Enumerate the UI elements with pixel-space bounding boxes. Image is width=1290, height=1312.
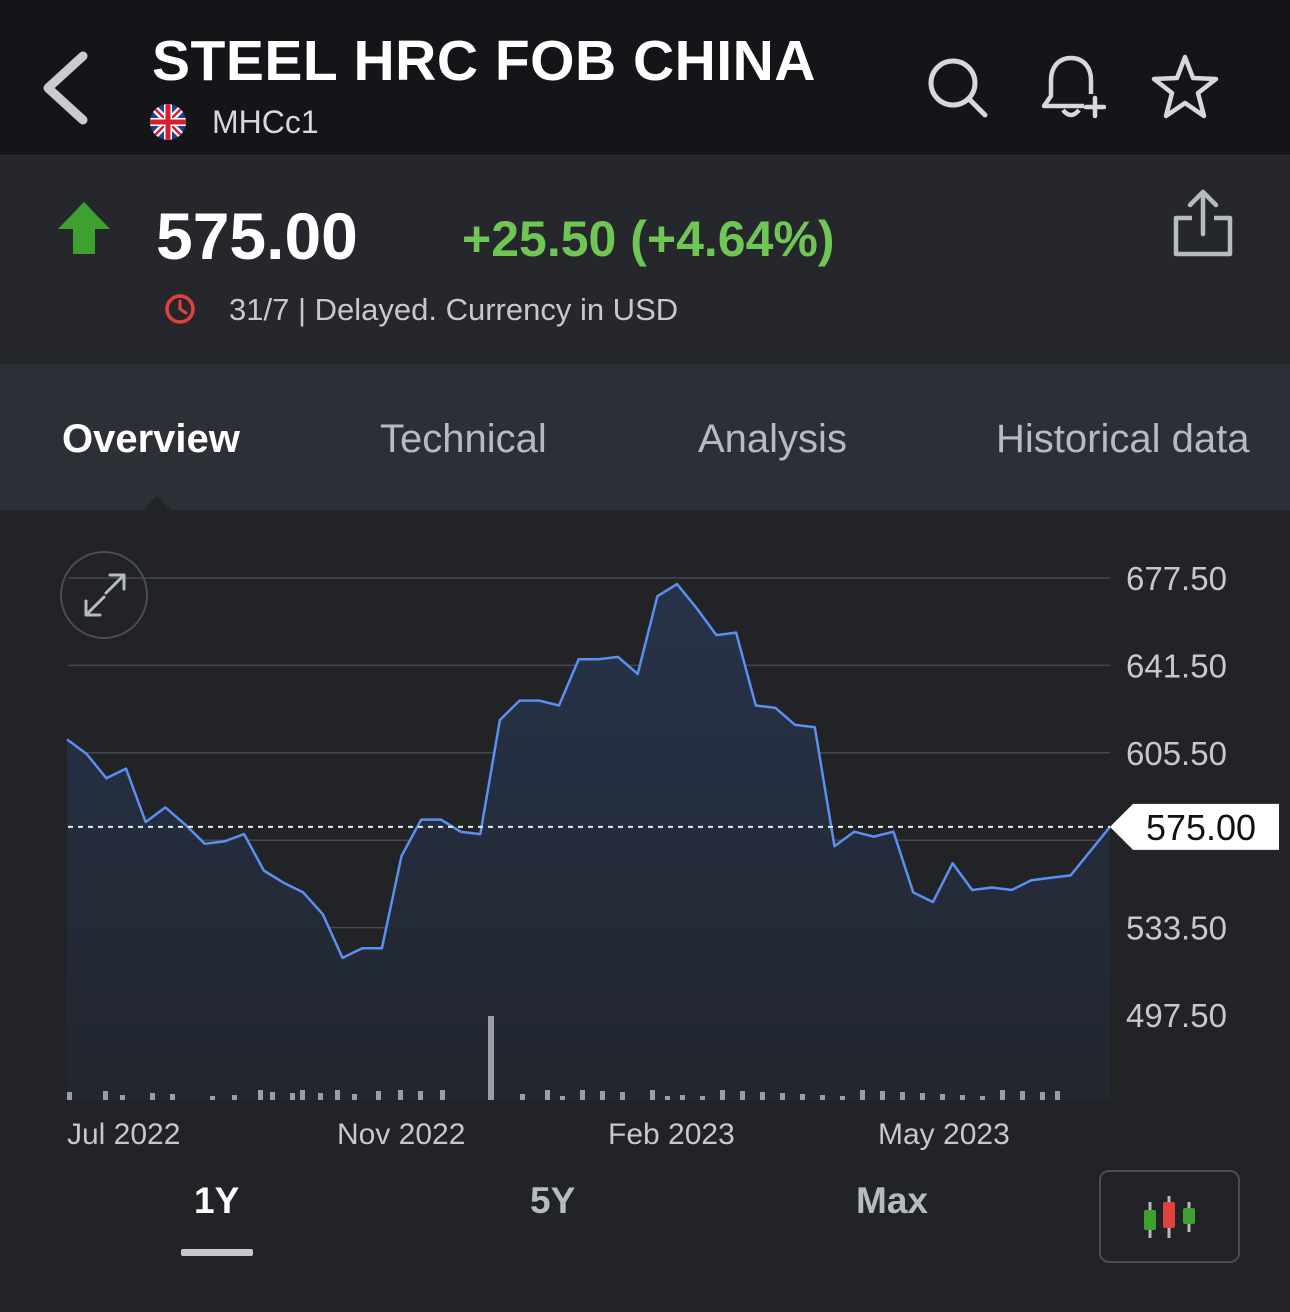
volume-bar	[620, 1092, 625, 1100]
volume-bar	[352, 1094, 357, 1100]
tab-bar: Overview Technical Analysis Historical d…	[0, 364, 1290, 510]
expand-chart-button[interactable]	[60, 551, 148, 639]
volume-bar	[376, 1091, 381, 1100]
volume-bar	[103, 1091, 108, 1100]
clock-icon	[165, 294, 195, 324]
tab-overview[interactable]: Overview	[62, 417, 240, 461]
volume-bar	[150, 1093, 155, 1100]
volume-bar	[720, 1090, 725, 1100]
volume-bar	[335, 1090, 340, 1100]
volume-bar	[600, 1091, 605, 1100]
volume-bar	[820, 1095, 825, 1100]
volume-bar	[580, 1090, 585, 1100]
range-max[interactable]: Max	[856, 1180, 928, 1221]
instrument-subtitle: MHCc1	[150, 102, 319, 142]
y-tick-label: 497.50	[1126, 997, 1227, 1034]
x-tick-label: May 2023	[878, 1118, 1010, 1151]
volume-bar	[760, 1092, 765, 1100]
price-line	[66, 582, 1111, 960]
volume-bar	[67, 1092, 72, 1100]
volume-bar	[270, 1092, 275, 1100]
volume-bar	[488, 1016, 494, 1100]
volume-bar	[1020, 1091, 1025, 1100]
uk-flag-icon	[150, 104, 186, 140]
volume-bar	[290, 1093, 295, 1100]
volume-bar	[440, 1090, 445, 1100]
volume-bar	[700, 1096, 705, 1100]
volume-bar	[940, 1094, 945, 1100]
back-arrow-icon[interactable]	[38, 48, 98, 128]
tab-analysis[interactable]: Analysis	[698, 417, 847, 461]
volume-bar	[258, 1090, 263, 1100]
active-tab-indicator	[142, 496, 172, 511]
x-tick-label: Jul 2022	[67, 1118, 180, 1151]
y-tick-label: 605.50	[1126, 735, 1227, 772]
range-5y[interactable]: 5Y	[530, 1180, 576, 1221]
volume-bar	[980, 1096, 985, 1100]
price-chart[interactable]: 677.50 641.50 605.50 533.50 497.50 575.00 Ju…	[0, 512, 1290, 1152]
quote-meta: 31/7 | Delayed. Currency in USD	[229, 292, 679, 327]
quote-panel	[0, 156, 1290, 364]
volume-bar	[1040, 1092, 1045, 1100]
volume-bar	[418, 1091, 423, 1100]
volume-bar	[300, 1090, 305, 1100]
current-price-value: 575.00	[1146, 807, 1256, 848]
price-area-fill	[67, 584, 1110, 1100]
current-price-label: 575.00	[1110, 803, 1279, 850]
volume-bar	[880, 1091, 885, 1100]
y-tick-label: 641.50	[1126, 647, 1227, 684]
volume-bar	[840, 1096, 845, 1100]
y-tick-label: 533.50	[1126, 910, 1227, 947]
share-icon[interactable]	[1170, 188, 1236, 260]
ticker-symbol: MHCc1	[212, 103, 319, 140]
volume-bar	[232, 1095, 237, 1100]
volume-bar	[740, 1091, 745, 1100]
volume-bar	[520, 1094, 525, 1100]
add-alert-bell-icon[interactable]	[1036, 52, 1106, 122]
volume-bar	[170, 1094, 175, 1100]
volume-bars	[67, 1016, 1060, 1100]
volume-bar	[318, 1093, 323, 1100]
price-up-arrow-icon	[58, 202, 110, 254]
x-tick-label: Nov 2022	[337, 1118, 465, 1151]
volume-bar	[650, 1090, 655, 1100]
volume-bar	[680, 1095, 685, 1100]
range-1y[interactable]: 1Y	[194, 1180, 240, 1221]
volume-bar	[560, 1096, 565, 1100]
tab-technical[interactable]: Technical	[380, 417, 547, 461]
volume-bar	[665, 1096, 670, 1100]
volume-bar	[900, 1092, 905, 1100]
top-bar: STEEL HRC FOB CHINA MHCc1	[0, 0, 1290, 156]
volume-bar	[860, 1090, 865, 1100]
price-change: +25.50 (+4.64%)	[462, 211, 835, 267]
star-watchlist-icon[interactable]	[1150, 52, 1220, 122]
volume-bar	[210, 1096, 215, 1100]
chart-type-button[interactable]	[1099, 1170, 1240, 1263]
volume-bar	[1000, 1090, 1005, 1100]
volume-bar	[800, 1094, 805, 1100]
range-active-underline	[181, 1249, 253, 1256]
last-price: 575.00	[156, 199, 358, 273]
y-tick-label: 677.50	[1126, 560, 1227, 597]
volume-bar	[960, 1095, 965, 1100]
volume-bar	[398, 1090, 403, 1100]
volume-bar	[545, 1090, 550, 1100]
tab-historical-data[interactable]: Historical data	[996, 417, 1250, 461]
volume-bar	[120, 1095, 125, 1100]
volume-bar	[780, 1093, 785, 1100]
volume-bar	[1055, 1091, 1060, 1100]
x-tick-label: Feb 2023	[608, 1118, 735, 1151]
expand-icon	[84, 573, 126, 617]
volume-bar	[920, 1093, 925, 1100]
instrument-title: STEEL HRC FOB CHINA	[152, 29, 816, 93]
candlestick-icon	[1144, 1196, 1195, 1238]
search-icon[interactable]	[922, 52, 992, 122]
